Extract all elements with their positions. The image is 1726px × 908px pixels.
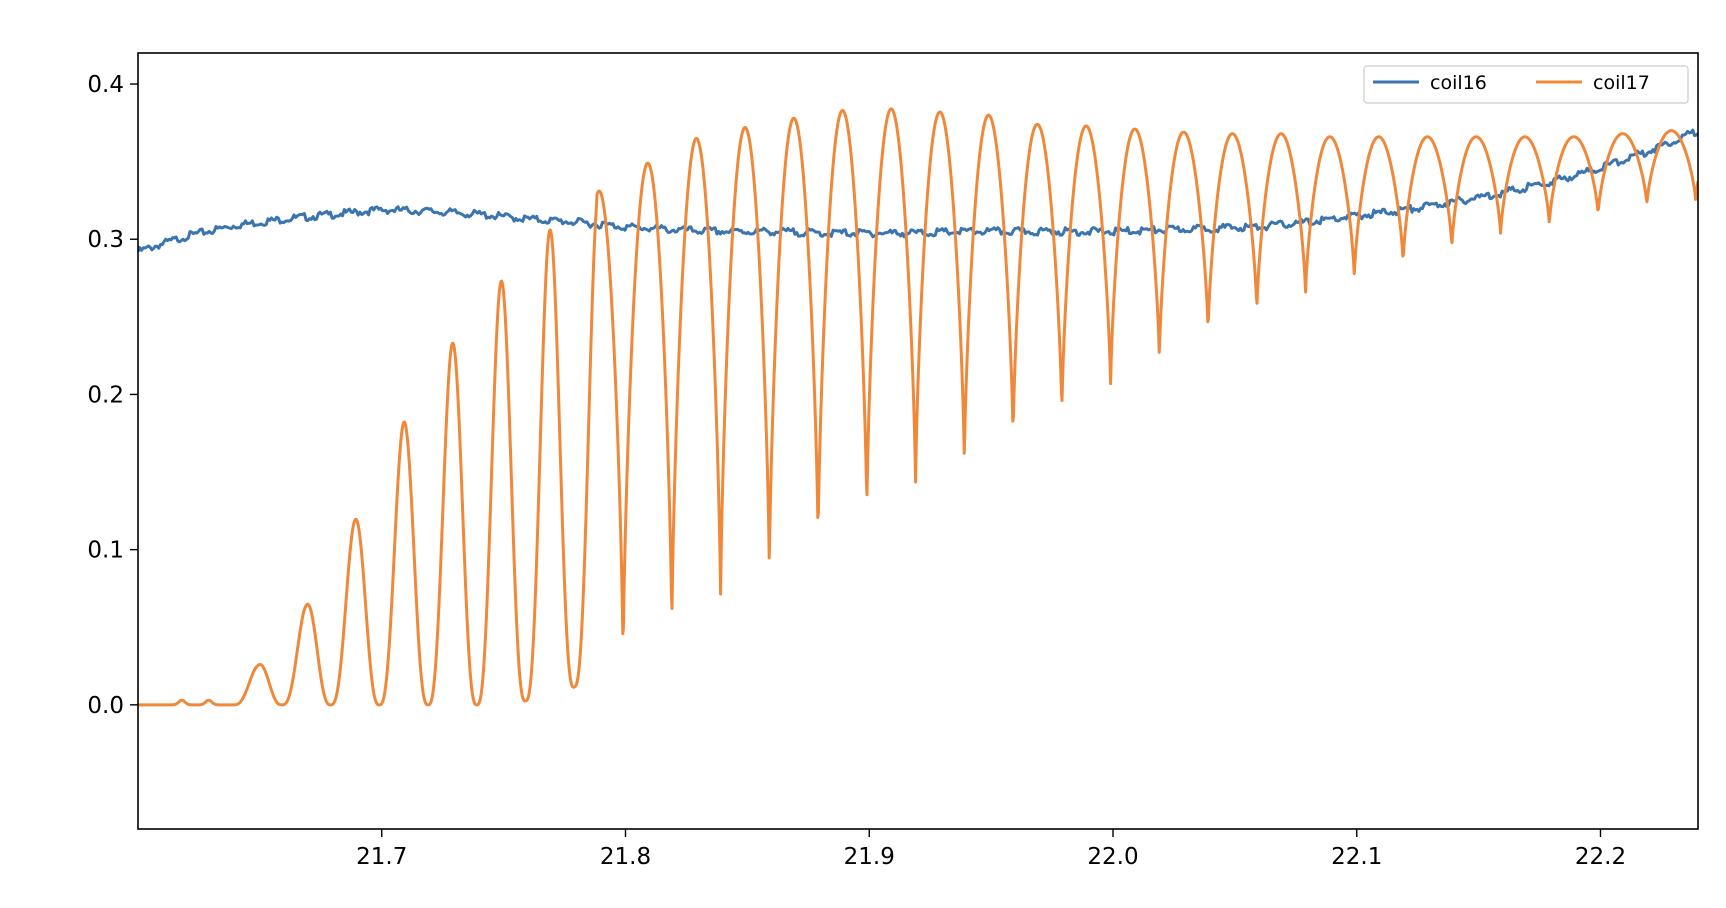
x-axis: 21.7 21.8 21.9 22.0 22.1 22.2	[356, 829, 1626, 870]
legend-label-coil16: coil16	[1430, 72, 1487, 94]
y-tick-label: 0.4	[87, 72, 124, 98]
legend: coil16 coil17	[1363, 65, 1689, 104]
x-tick-label: 22.1	[1331, 844, 1382, 870]
x-tick-label: 21.8	[600, 844, 651, 870]
x-tick-label: 21.7	[356, 844, 407, 870]
y-axis: 0.0 0.1 0.2 0.3 0.4	[87, 72, 138, 719]
y-tick-label: 0.0	[87, 693, 124, 719]
legend-label-coil17: coil17	[1593, 72, 1650, 94]
plot-frame	[137, 52, 1699, 830]
y-tick-label: 0.3	[87, 227, 124, 253]
x-tick-label: 22.0	[1087, 844, 1138, 870]
x-tick-label: 21.9	[844, 844, 895, 870]
series-line-coil17	[138, 107, 1698, 707]
legend-box	[1363, 65, 1689, 104]
x-tick-label: 22.2	[1575, 844, 1626, 870]
series-line-coil16	[138, 128, 1698, 253]
series-layer	[138, 107, 1698, 707]
y-tick-label: 0.2	[87, 382, 124, 408]
y-tick-label: 0.1	[87, 538, 124, 564]
